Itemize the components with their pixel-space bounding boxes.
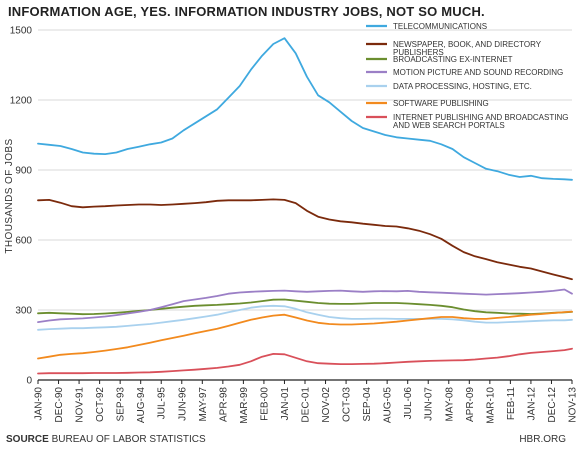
x-tick-label: JUL-95 [157, 387, 168, 420]
x-tick-label: NOV-02 [321, 387, 332, 423]
x-tick-label: NOV-13 [568, 387, 579, 423]
x-tick-label: FEB-11 [506, 387, 517, 421]
legend-label-4: DATA PROCESSING, HOSTING, ETC. [393, 82, 532, 91]
x-tick-label: JUN-07 [424, 387, 435, 421]
grid-lines [38, 29, 572, 311]
x-tick-label: MAR-10 [485, 387, 496, 424]
x-tick-label: SEP-04 [362, 387, 373, 422]
x-tick-label: APR-98 [218, 387, 229, 422]
y-tick-label: 600 [15, 236, 32, 247]
legend-label-1: NEWSPAPER, BOOK, AND DIRECTORY PUBLISHERS [393, 40, 542, 57]
x-tick-label: JUL-06 [403, 387, 414, 420]
y-tick-label: 0 [26, 376, 32, 387]
y-tick-label: 300 [15, 306, 32, 317]
series-line-6 [37, 347, 573, 375]
brand-label: HBR.ORG [519, 434, 566, 445]
x-tick-label: DEC-01 [301, 387, 312, 423]
series-lines [37, 37, 573, 375]
x-axis: JAN-90 DEC-90 NOV-91 OCT-92 SEP-93 AUG-94 JUL-… [34, 379, 579, 424]
source-text: BUREAU OF LABOR STATISTICS [51, 434, 206, 445]
series-line-5 [37, 310, 573, 360]
source-note: SOURCE BUREAU OF LABOR STATISTICS [6, 434, 206, 445]
x-tick-label: MAY-08 [444, 387, 455, 422]
x-tick-label: SEP-93 [116, 387, 127, 422]
x-tick-label: JUN-96 [177, 387, 188, 421]
x-tick-label: JAN-90 [34, 387, 45, 421]
x-tick-label: OCT-92 [95, 387, 106, 422]
x-tick-label: NOV-91 [75, 387, 86, 423]
series-line-1 [37, 198, 573, 281]
x-tick-label: DEC-12 [547, 387, 558, 423]
x-tick-label: MAR-99 [239, 387, 250, 424]
x-tick-label: JAN-12 [526, 387, 537, 421]
y-tick-label: 900 [15, 166, 32, 177]
x-tick-label: AUG-05 [383, 387, 394, 424]
x-tick-label: OCT-03 [342, 387, 353, 422]
legend-label-2: BROADCASTING EX-INTERNET [393, 55, 513, 64]
source-label: SOURCE [6, 434, 49, 445]
y-axis-label: THOUSANDS OF JOBS [4, 138, 15, 253]
legend-label-0: TELECOMMUNICATIONS [393, 22, 487, 31]
legend-label-5: SOFTWARE PUBLISHING [393, 99, 489, 108]
y-axis-ticks: 0 300 600 900 1200 1500 [10, 26, 33, 387]
series-line-2 [37, 298, 573, 316]
y-tick-label: 1200 [10, 96, 33, 107]
series-line-4 [37, 304, 573, 331]
y-tick-label: 1500 [10, 26, 33, 37]
legend: TELECOMMUNICATIONS NEWSPAPER, BOOK, AND D… [366, 22, 568, 130]
series-line-3 [37, 288, 573, 324]
legend-label-3: MOTION PICTURE AND SOUND RECORDING [393, 68, 563, 77]
x-tick-label: JAN-01 [280, 387, 291, 421]
x-tick-label: AUG-94 [136, 387, 147, 424]
series-line-0 [37, 37, 573, 181]
legend-label-6: INTERNET PUBLISHING AND BROADCASTING AND … [393, 113, 568, 130]
x-tick-label: APR-09 [465, 387, 476, 422]
x-tick-label: FEB-00 [259, 387, 270, 421]
chart-title: INFORMATION AGE, YES. INFORMATION INDUST… [8, 4, 485, 19]
x-tick-label: DEC-90 [54, 387, 65, 423]
x-tick-label: MAY-97 [198, 387, 209, 422]
